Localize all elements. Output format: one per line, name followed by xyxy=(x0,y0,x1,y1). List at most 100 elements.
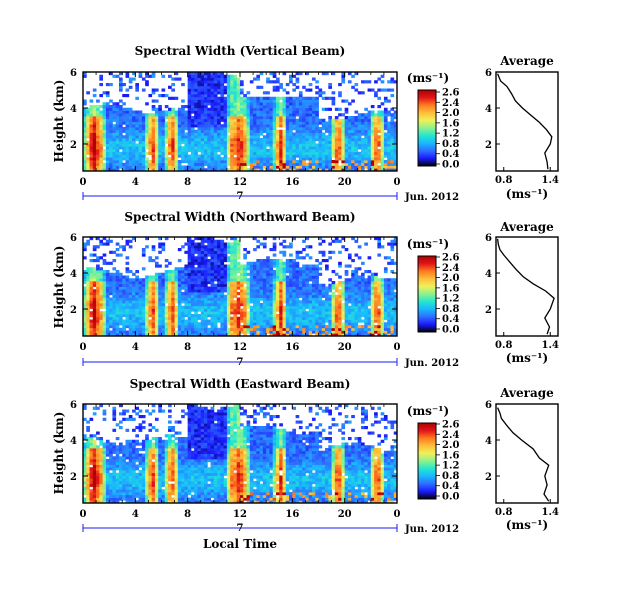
heatmap-cell xyxy=(302,149,306,153)
heatmap-cell xyxy=(334,157,339,161)
heatmap-cell xyxy=(393,132,398,136)
heatmap-cell xyxy=(181,278,185,282)
heatmap-cell xyxy=(158,143,162,147)
heatmap-cell xyxy=(102,154,107,158)
heatmap-cell xyxy=(266,278,270,282)
heatmap-cell xyxy=(115,314,120,318)
heatmap-cell xyxy=(154,308,159,312)
heatmap-cell xyxy=(207,83,211,87)
heatmap-cell xyxy=(259,314,264,318)
heatmap-cell xyxy=(197,245,202,249)
heatmap-cell xyxy=(370,124,375,128)
heatmap-cell xyxy=(256,105,261,109)
heatmap-cell xyxy=(109,121,113,125)
heatmap-cell xyxy=(341,303,346,307)
heatmap-cell xyxy=(275,138,280,142)
heatmap-cell xyxy=(171,110,175,114)
heatmap-cell xyxy=(240,281,244,285)
heatmap-cell xyxy=(184,113,189,117)
heatmap-cell xyxy=(266,132,270,136)
heatmap-cell xyxy=(217,107,221,111)
heatmap-cell xyxy=(86,118,90,122)
heatmap-cell xyxy=(259,308,264,312)
heatmap-cell xyxy=(125,311,130,315)
heatmap-cell xyxy=(168,311,172,315)
heatmap-cell xyxy=(122,300,126,304)
heatmap-cell xyxy=(187,118,192,122)
heatmap-cell xyxy=(220,256,225,260)
heatmap-cell xyxy=(151,135,156,139)
heatmap-cell xyxy=(161,245,166,249)
heatmap-cell xyxy=(96,149,100,153)
heatmap-cell xyxy=(279,267,283,271)
heatmap-cell xyxy=(334,154,339,158)
heatmap-cell xyxy=(112,305,117,309)
heatmap-cell xyxy=(344,124,349,128)
heatmap-cell xyxy=(194,132,198,136)
heatmap-cell xyxy=(236,105,241,109)
heatmap-cell xyxy=(204,80,208,84)
heatmap-cell xyxy=(249,264,254,268)
heatmap-cell xyxy=(279,121,283,125)
heatmap-cell xyxy=(118,151,123,155)
heatmap-cell xyxy=(109,275,113,279)
heatmap-cell xyxy=(311,129,316,133)
heatmap-cell xyxy=(240,129,244,133)
heatmap-cell xyxy=(364,151,368,155)
heatmap-cell xyxy=(164,127,169,131)
heatmap-cell xyxy=(210,91,215,95)
heatmap-cell xyxy=(184,105,189,109)
heatmap-cell xyxy=(338,330,342,334)
heatmap-cell xyxy=(253,157,257,161)
heatmap-cell xyxy=(246,160,251,164)
heatmap-cell xyxy=(393,127,398,131)
heatmap-cell xyxy=(128,330,133,334)
heatmap-cell xyxy=(92,157,97,161)
heatmap-cell xyxy=(347,168,352,172)
heatmap-cell xyxy=(387,168,391,172)
heatmap-cell xyxy=(318,242,323,246)
heatmap-cell xyxy=(240,289,244,293)
heatmap-cell xyxy=(341,316,346,320)
heatmap-cell xyxy=(285,297,290,301)
heatmap-cell xyxy=(204,283,208,287)
heatmap-cell xyxy=(328,149,332,153)
heatmap-cell xyxy=(204,146,208,150)
heatmap-cell xyxy=(285,105,290,109)
heatmap-cell xyxy=(315,132,319,136)
heatmap-cell xyxy=(184,160,189,164)
heatmap-cell xyxy=(92,248,97,252)
heatmap-cell xyxy=(197,264,202,268)
heatmap-cell xyxy=(194,292,198,296)
heatmap-cell xyxy=(132,118,136,122)
heatmap-cell xyxy=(204,121,208,125)
heatmap-cell xyxy=(233,140,238,144)
heatmap-cell xyxy=(128,113,133,117)
heatmap-cell xyxy=(89,151,94,155)
heatmap-cell xyxy=(148,308,153,312)
heatmap-cell xyxy=(118,292,123,296)
heatmap-cell xyxy=(220,83,225,87)
heatmap-cell xyxy=(112,118,117,122)
heatmap-cell xyxy=(118,80,123,84)
heatmap-cell xyxy=(325,325,329,329)
heatmap-cell xyxy=(292,325,296,329)
heatmap-cell xyxy=(125,278,130,282)
heatmap-cell xyxy=(282,160,287,164)
heatmap-cell xyxy=(367,154,372,158)
heatmap-cell xyxy=(135,325,139,329)
heatmap-cell xyxy=(210,116,215,120)
heatmap-cell xyxy=(380,168,385,172)
heatmap-cell xyxy=(190,102,195,106)
heatmap-cell xyxy=(135,289,139,293)
heatmap-cell xyxy=(347,297,352,301)
heatmap-cell xyxy=(315,157,319,161)
heatmap-cell xyxy=(318,129,323,133)
heatmap-cell xyxy=(96,110,100,114)
heatmap-cell xyxy=(334,314,339,318)
heatmap-cell xyxy=(145,245,149,249)
heatmap-cell xyxy=(105,135,110,139)
heatmap-cell xyxy=(256,325,261,329)
heatmap-cell xyxy=(298,162,303,166)
heatmap-cell xyxy=(148,283,153,287)
